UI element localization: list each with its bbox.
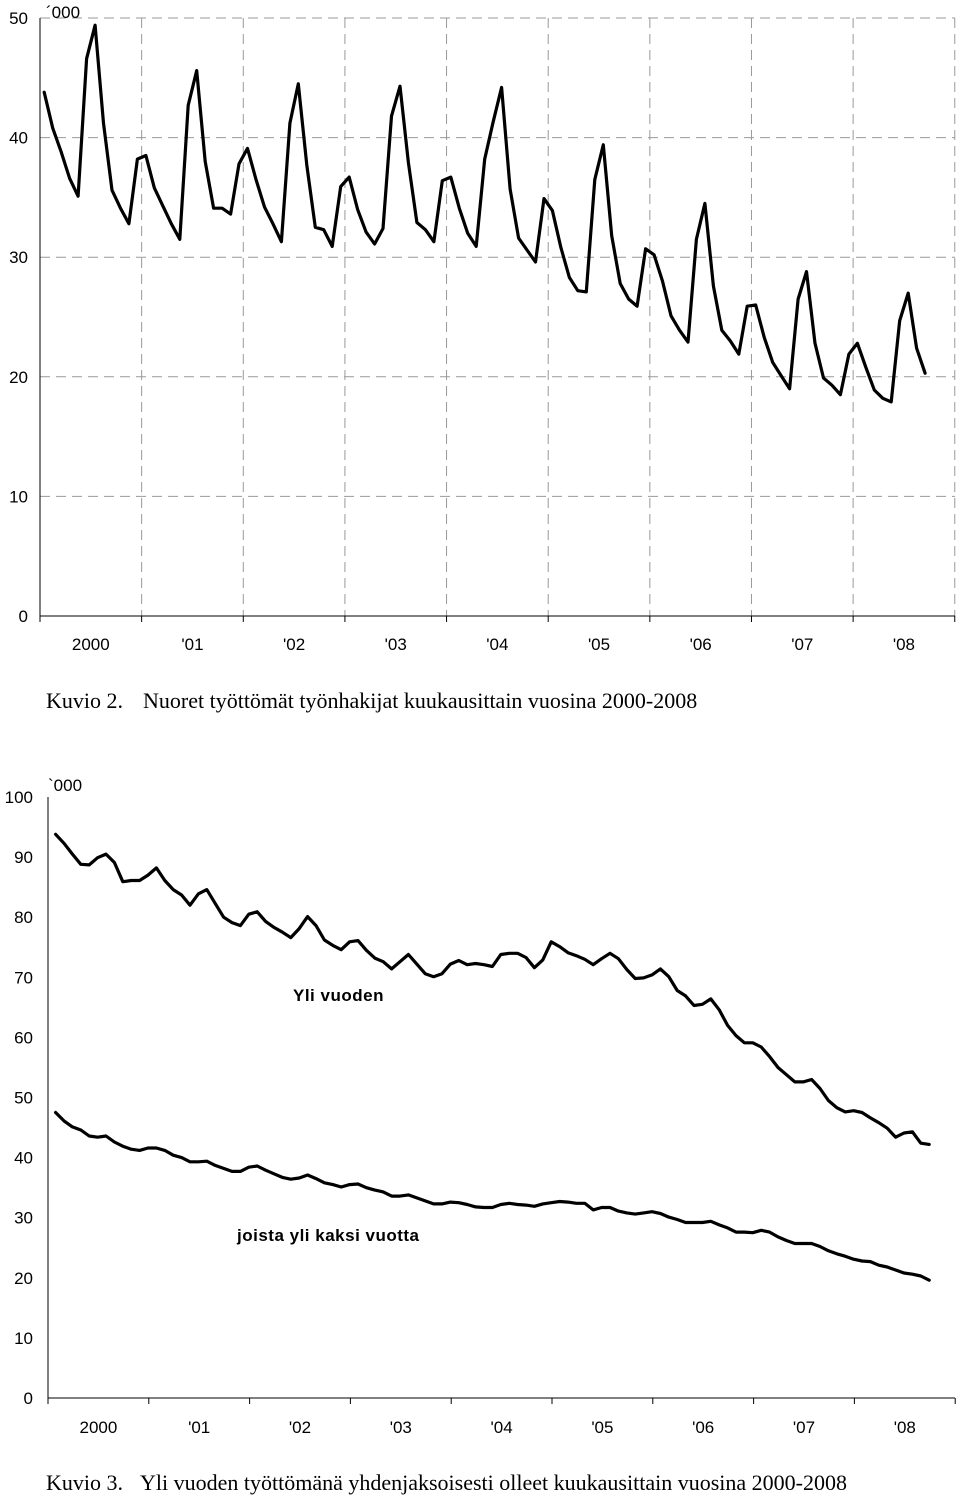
chart-2-x-tick-label: '08: [894, 1418, 916, 1437]
chart-1-y-tick-label: 40: [9, 129, 28, 148]
chart-1-x-tick-label: '07: [791, 635, 813, 654]
chart-1-caption-text: Nuoret työttömät työnhakijat kuukausitta…: [143, 688, 697, 713]
chart-1-unit-label: ´000: [46, 3, 80, 22]
chart-1-x-tick-label: '05: [588, 635, 610, 654]
chart-1: 0 10 20 30 40 50 2000 '01 '02 '03 '04 '05 '06 '07 '08…: [9, 3, 956, 713]
chart-2-y-tick-label: 80: [14, 908, 33, 927]
chart-1-x-tick-labels: 2000 '01 '02 '03 '04 '05 '06 '07 '08: [72, 635, 915, 654]
chart-1-x-tick-label: '02: [283, 635, 305, 654]
chart-2-caption-text: Yli vuoden työttömänä yhdenjaksoisesti o…: [140, 1470, 847, 1495]
chart-1-y-tick-label: 0: [19, 607, 28, 626]
chart-1-caption-label: Kuvio 2.: [46, 688, 123, 713]
chart-2-caption-label: Kuvio 3.: [46, 1470, 123, 1495]
chart-1-y-tick-labels: 0 10 20 30 40 50: [9, 9, 28, 626]
chart-1-x-tick-label: '08: [893, 635, 915, 654]
chart-1-y-tick-label: 10: [9, 487, 28, 506]
chart-2-x-tick-label: '04: [491, 1418, 513, 1437]
chart-1-x-ticks: [39, 616, 956, 622]
chart-2-y-tick-label: 40: [14, 1149, 33, 1168]
chart-2-x-tick-label: '05: [591, 1418, 613, 1437]
chart-2-y-tick-label: 70: [14, 968, 33, 987]
chart-1-grid: [40, 17, 956, 616]
chart-2-series-yli-kaksi-vuotta-line: [53, 1110, 931, 1282]
chart-1-x-tick-label: 2000: [72, 635, 110, 654]
chart-2-y-tick-label: 10: [14, 1329, 33, 1348]
chart-2-x-tick-label: '06: [692, 1418, 714, 1437]
chart-2-y-tick-label: 30: [14, 1209, 33, 1228]
chart-1-y-tick-label: 50: [9, 9, 28, 28]
chart-1-x-tick-label: '06: [690, 635, 712, 654]
chart-2-x-tick-label: '01: [188, 1418, 210, 1437]
chart-2-x-tick-label: '02: [289, 1418, 311, 1437]
chart-1-x-tick-label: '04: [486, 635, 508, 654]
chart-1-series-line: [42, 23, 927, 404]
chart-2-series-yli-vuoden-line: [53, 832, 931, 1147]
chart-2-y-tick-label: 60: [14, 1028, 33, 1047]
chart-1-x-tick-label: '03: [385, 635, 407, 654]
chart-2-x-tick-labels: 2000 '01 '02 '03 '04 '05 '06 '07 '08: [79, 1418, 915, 1437]
chart-2-x-tick-label: 2000: [79, 1418, 117, 1437]
chart-2-x-tick-label: '03: [390, 1418, 412, 1437]
chart-2-series-label-yli-kaksi-vuotta: joista yli kaksi vuotta: [236, 1226, 420, 1245]
chart-2-unit-label: `000: [48, 776, 82, 795]
chart-1-x-tick-label: '01: [181, 635, 203, 654]
chart-2-x-tick-label: '07: [793, 1418, 815, 1437]
chart-2-y-tick-labels: 0 10 20 30 40 50 60 70 80 90 100: [5, 788, 33, 1408]
chart-2: 0 10 20 30 40 50 60 70 80 90 100 2000 '01 '02 '03 '04 '…: [5, 776, 956, 1495]
chart-2-y-tick-label: 90: [14, 848, 33, 867]
chart-1-y-tick-label: 20: [9, 368, 28, 387]
chart-2-y-tick-label: 0: [24, 1389, 33, 1408]
chart-1-y-tick-label: 30: [9, 248, 28, 267]
chart-2-y-tick-label: 20: [14, 1269, 33, 1288]
chart-2-y-tick-label: 100: [5, 788, 33, 807]
chart-2-x-ticks: [47, 1398, 956, 1404]
chart-2-y-tick-label: 50: [14, 1089, 33, 1108]
chart-2-series-label-yli-vuoden: Yli vuoden: [293, 986, 384, 1005]
